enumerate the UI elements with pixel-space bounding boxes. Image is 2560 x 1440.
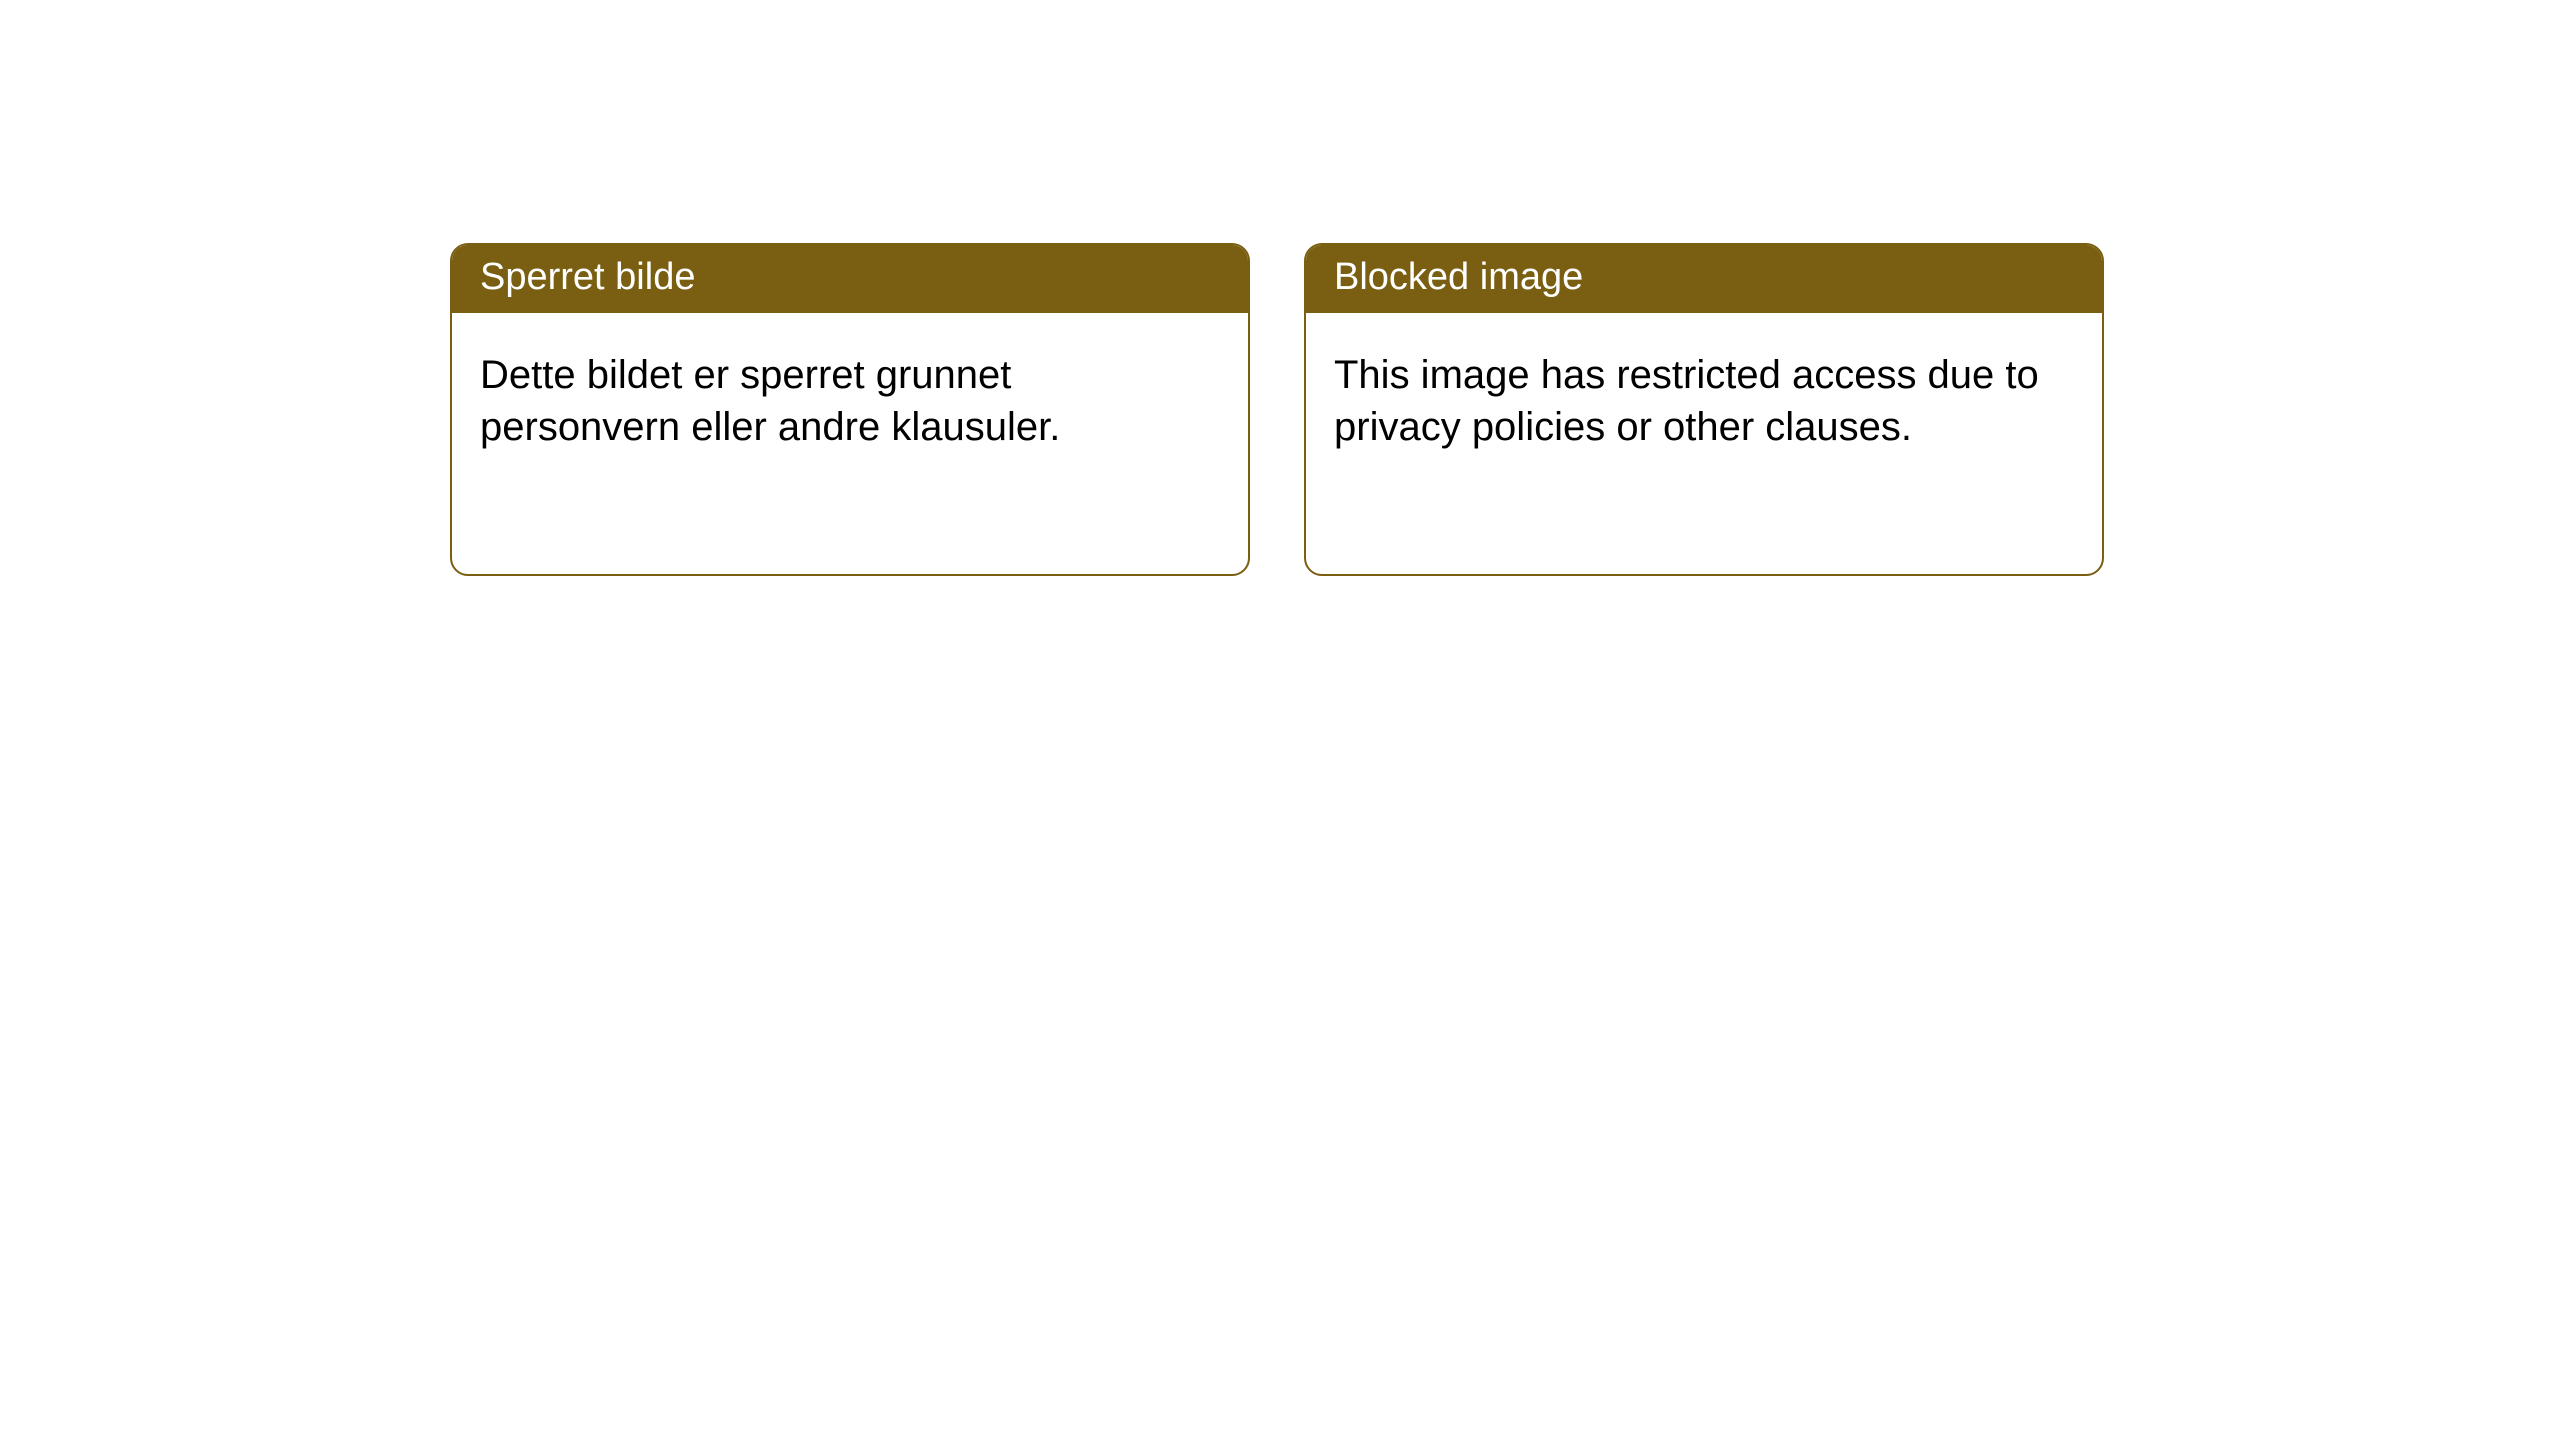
notice-title: Blocked image <box>1306 245 2102 313</box>
notice-body: Dette bildet er sperret grunnet personve… <box>452 313 1248 489</box>
notice-title: Sperret bilde <box>452 245 1248 313</box>
notice-body: This image has restricted access due to … <box>1306 313 2102 489</box>
notice-card-english: Blocked image This image has restricted … <box>1304 243 2104 576</box>
notice-card-norwegian: Sperret bilde Dette bildet er sperret gr… <box>450 243 1250 576</box>
notice-container: Sperret bilde Dette bildet er sperret gr… <box>0 0 2560 576</box>
